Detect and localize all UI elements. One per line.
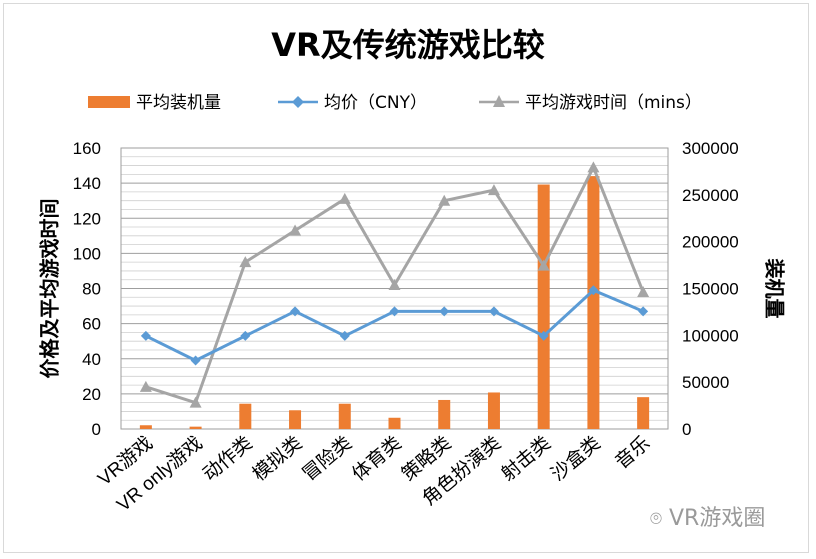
- point-marker: [290, 306, 301, 317]
- point-marker: [638, 306, 649, 317]
- point-marker: [190, 355, 201, 366]
- x-tick-label: 沙盒类: [547, 432, 605, 486]
- legend-label-installs: 平均装机量: [136, 93, 221, 113]
- bar-4: [338, 403, 351, 429]
- x-tick-label: 体育类: [348, 432, 406, 486]
- y-tick-label-right: 150000: [682, 280, 739, 299]
- y-tick-label-left: 60: [82, 315, 101, 334]
- legend-label-price: 均价（CNY）: [324, 93, 427, 113]
- point-marker: [439, 306, 450, 317]
- y-tick-label-right: 300000: [682, 139, 739, 158]
- y-tick-label-left: 160: [73, 139, 101, 158]
- point-marker: [289, 224, 302, 236]
- point-marker: [239, 256, 252, 268]
- legend-swatch-installs: [88, 96, 130, 108]
- bar-0: [139, 425, 152, 429]
- point-marker: [588, 285, 599, 296]
- y-tick-label-left: 140: [73, 174, 101, 193]
- y-tick-label-right: 200000: [682, 233, 739, 252]
- point-marker: [240, 330, 251, 341]
- legend-swatch-playtime: [479, 95, 519, 107]
- x-tick-label: 模拟类: [248, 432, 306, 486]
- bar-9: [587, 176, 600, 429]
- x-tick-label: 音乐: [611, 432, 654, 473]
- x-tick-label: 动作类: [199, 432, 257, 486]
- x-tick-label: 冒险类: [298, 432, 356, 486]
- legend-label-playtime: 平均游戏时间（mins）: [525, 93, 702, 113]
- point-marker: [487, 184, 500, 196]
- bar-7: [487, 392, 500, 429]
- point-marker: [338, 192, 351, 204]
- point-marker: [438, 194, 451, 206]
- y-tick-label-left: 100: [73, 244, 101, 263]
- bar-8: [537, 184, 550, 429]
- y-tick-label-left: 0: [92, 420, 101, 439]
- point-marker: [637, 286, 650, 298]
- x-tick-label: 射击类: [497, 432, 555, 486]
- y-tick-label-left: 20: [82, 385, 101, 404]
- chart-frame: [3, 3, 809, 553]
- y-tick-label-right: 250000: [682, 186, 739, 205]
- bar-6: [438, 399, 451, 429]
- legend-swatch-price: [278, 96, 318, 108]
- y-tick-label-right: 0: [682, 420, 691, 439]
- y-tick-label-right: 50000: [682, 373, 729, 392]
- bar-2: [239, 403, 252, 429]
- point-marker: [388, 278, 401, 290]
- y-tick-label-left: 80: [82, 280, 101, 299]
- watermark-label: ⌾ VR游戏圈: [650, 500, 765, 532]
- chart-legend: 平均装机量 均价（CNY） 平均游戏时间（mins）: [0, 88, 816, 116]
- point-marker: [538, 330, 549, 341]
- y-tick-label-left: 40: [82, 350, 101, 369]
- point-marker: [189, 396, 202, 408]
- bar-10: [637, 397, 650, 429]
- y-tick-label-left: 120: [73, 209, 101, 228]
- point-marker: [488, 306, 499, 317]
- y-axis-label-left: 价格及平均游戏时间: [37, 198, 62, 379]
- watermark-text: VR游戏圈: [669, 506, 766, 531]
- point-marker: [339, 330, 350, 341]
- point-marker: [587, 161, 600, 173]
- y-axis-label-right: 装机量: [762, 258, 787, 319]
- wechat-icon: ⌾: [650, 506, 662, 530]
- chart-title: VR及传统游戏比较: [271, 26, 545, 64]
- bar-5: [388, 417, 401, 429]
- bar-3: [289, 410, 302, 429]
- bar-1: [189, 426, 202, 429]
- point-marker: [139, 380, 152, 392]
- y-tick-label-right: 100000: [682, 326, 739, 345]
- point-marker: [389, 306, 400, 317]
- point-marker: [537, 259, 550, 271]
- point-marker: [140, 330, 151, 341]
